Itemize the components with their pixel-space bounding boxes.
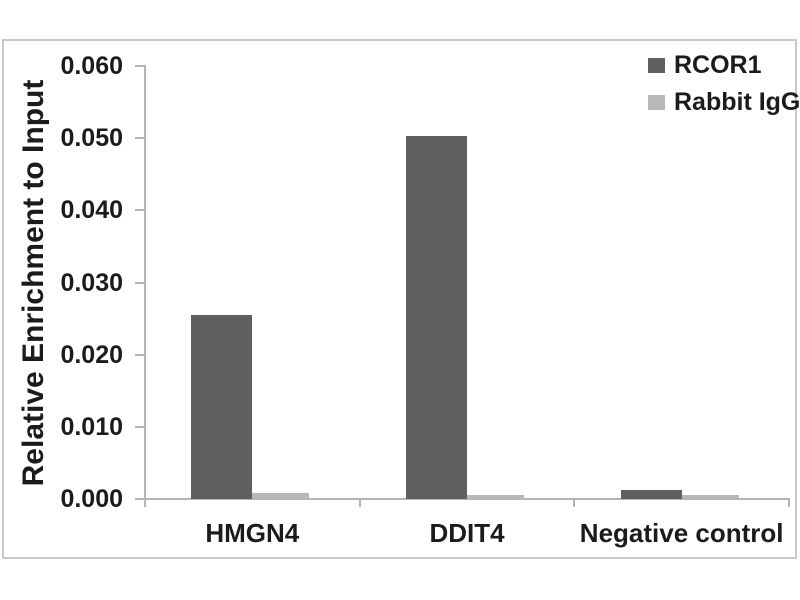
legend-label-rabbit-igg: Rabbit IgG: [674, 88, 800, 116]
category-label-hmgn4: HMGN4: [205, 518, 300, 548]
bar-rcor1-negative-control: [620, 489, 682, 499]
y-tick-mark: [135, 65, 146, 67]
category-label-ddit4: DDIT4: [429, 518, 505, 548]
y-tick-mark: [135, 281, 146, 284]
bar-rcor1-ddit4: [406, 136, 467, 499]
y-tick-mark: [135, 137, 146, 140]
y-tick-label: 0.040: [60, 196, 123, 225]
x-axis-tick: [788, 499, 790, 507]
y-tick-label: 0.030: [60, 268, 123, 297]
y-tick-mark: [135, 498, 146, 500]
y-tick-label: 0.020: [60, 340, 123, 369]
bar-rabbit-igg-ddit4: [467, 494, 524, 499]
bar-rabbit-igg-hmgn4: [252, 493, 310, 499]
category-label-negative-control: Negative control: [579, 518, 784, 548]
y-tick-label: 0.000: [60, 485, 123, 513]
chart-frame: [2, 39, 797, 559]
x-axis-tick: [573, 499, 576, 507]
x-axis-tick: [358, 499, 361, 507]
y-tick-label: 0.050: [60, 124, 123, 153]
legend-label-rcor1: RCOR1: [674, 51, 762, 79]
legend-swatch-rcor1: [648, 57, 665, 73]
legend-item-rabbit-igg: Rabbit IgG: [648, 88, 800, 116]
legend-swatch-rabbit-igg: [648, 94, 665, 110]
legend-item-rcor1: RCOR1: [648, 51, 762, 79]
y-tick-label: 0.060: [60, 52, 123, 80]
y-tick-label: 0.010: [60, 412, 123, 441]
y-tick-mark: [135, 425, 146, 428]
x-axis-line: [144, 498, 790, 500]
y-tick-mark: [135, 353, 146, 356]
x-axis-tick: [144, 499, 146, 507]
bar-rcor1-hmgn4: [191, 314, 253, 499]
y-tick-mark: [135, 209, 146, 212]
y-axis-line: [144, 65, 146, 500]
bar-rabbit-igg-negative-control: [681, 495, 739, 499]
